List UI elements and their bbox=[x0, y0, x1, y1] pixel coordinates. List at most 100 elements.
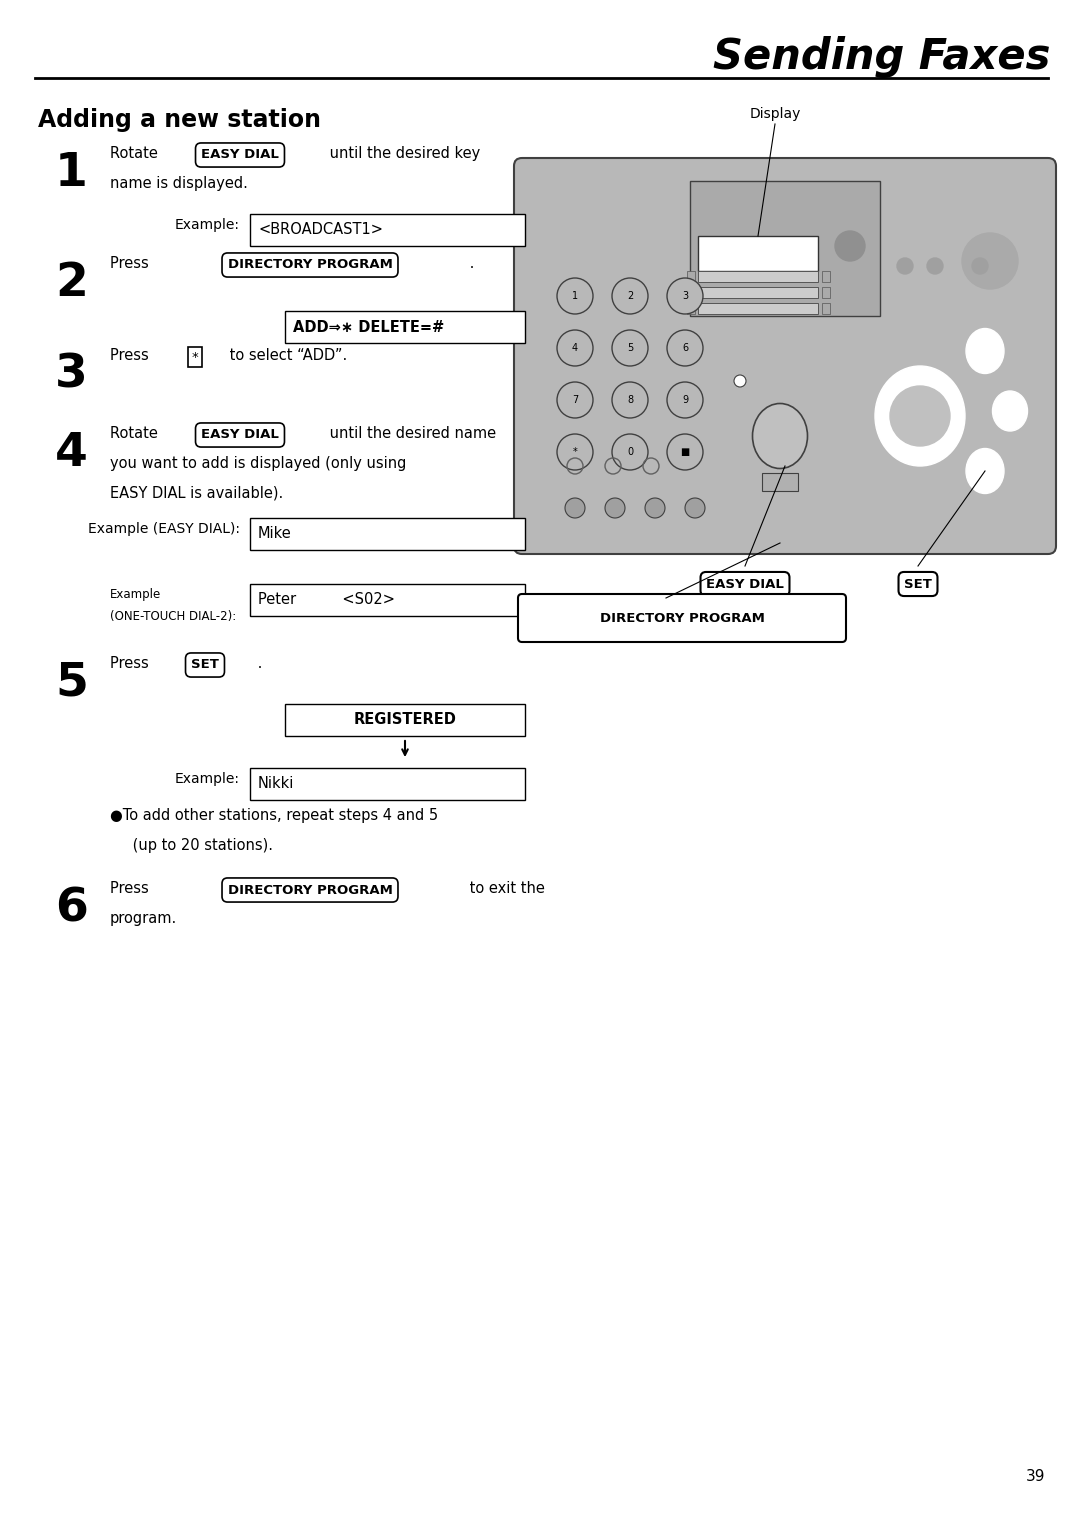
Bar bbox=[687, 272, 696, 282]
Text: REGISTERED: REGISTERED bbox=[353, 713, 457, 728]
Circle shape bbox=[685, 497, 705, 517]
Text: Rotate: Rotate bbox=[110, 146, 162, 162]
Text: .: . bbox=[465, 256, 474, 272]
Circle shape bbox=[605, 497, 625, 517]
Text: SET: SET bbox=[191, 659, 219, 671]
Text: 2: 2 bbox=[626, 291, 633, 301]
Ellipse shape bbox=[993, 391, 1027, 430]
Circle shape bbox=[557, 382, 593, 418]
Circle shape bbox=[557, 433, 593, 470]
Text: name is displayed.: name is displayed. bbox=[110, 175, 248, 191]
Text: Sending Faxes: Sending Faxes bbox=[713, 37, 1050, 78]
Bar bbox=[285, 311, 525, 343]
Text: (ONE-TOUCH DIAL-2):: (ONE-TOUCH DIAL-2): bbox=[110, 610, 237, 623]
Bar bbox=[762, 473, 798, 491]
Text: Example:: Example: bbox=[175, 772, 240, 786]
Text: Press: Press bbox=[110, 656, 153, 671]
Text: 1: 1 bbox=[55, 151, 87, 195]
Bar bbox=[822, 287, 831, 298]
Text: DIRECTORY PROGRAM: DIRECTORY PROGRAM bbox=[228, 258, 392, 272]
FancyBboxPatch shape bbox=[690, 182, 880, 316]
Text: 0: 0 bbox=[626, 447, 633, 456]
Text: 7: 7 bbox=[572, 395, 578, 404]
Text: 6: 6 bbox=[55, 887, 87, 931]
Text: ■: ■ bbox=[680, 447, 690, 456]
FancyBboxPatch shape bbox=[518, 594, 846, 642]
Text: 39: 39 bbox=[1026, 1470, 1045, 1483]
Text: 1: 1 bbox=[572, 291, 578, 301]
Circle shape bbox=[927, 258, 943, 275]
Circle shape bbox=[835, 230, 865, 261]
Circle shape bbox=[667, 382, 703, 418]
Circle shape bbox=[612, 433, 648, 470]
Text: 5: 5 bbox=[626, 343, 633, 353]
Circle shape bbox=[565, 497, 585, 517]
Ellipse shape bbox=[875, 366, 966, 465]
Circle shape bbox=[557, 330, 593, 366]
Bar bbox=[687, 287, 696, 298]
Text: to select “ADD”.: to select “ADD”. bbox=[225, 348, 348, 363]
Text: (up to 20 stations).: (up to 20 stations). bbox=[129, 838, 273, 853]
Text: program.: program. bbox=[110, 911, 177, 926]
Text: 6: 6 bbox=[681, 343, 688, 353]
Text: Press: Press bbox=[110, 256, 153, 272]
Text: Press: Press bbox=[110, 881, 153, 896]
Text: to exit the: to exit the bbox=[465, 881, 545, 896]
Bar bbox=[698, 287, 818, 298]
Bar bbox=[249, 768, 525, 800]
Circle shape bbox=[890, 386, 950, 446]
Circle shape bbox=[667, 330, 703, 366]
Text: ●To add other stations, repeat steps 4 and 5: ●To add other stations, repeat steps 4 a… bbox=[110, 807, 438, 823]
Text: you want to add is displayed (only using: you want to add is displayed (only using bbox=[110, 456, 406, 472]
Bar bbox=[822, 272, 831, 282]
Text: SET: SET bbox=[904, 577, 932, 591]
Ellipse shape bbox=[753, 403, 808, 468]
Text: Nikki: Nikki bbox=[258, 777, 295, 792]
Text: until the desired key: until the desired key bbox=[325, 146, 481, 162]
Ellipse shape bbox=[966, 449, 1004, 493]
Text: Example (EASY DIAL):: Example (EASY DIAL): bbox=[87, 522, 240, 536]
Text: EASY DIAL is available).: EASY DIAL is available). bbox=[110, 485, 283, 501]
Circle shape bbox=[962, 233, 1018, 288]
Bar bbox=[698, 237, 818, 272]
Circle shape bbox=[612, 330, 648, 366]
Text: ADD⇒∗ DELETE=#: ADD⇒∗ DELETE=# bbox=[293, 319, 444, 334]
Bar bbox=[285, 703, 525, 736]
Bar bbox=[249, 517, 525, 549]
Circle shape bbox=[612, 278, 648, 314]
Text: Press: Press bbox=[110, 348, 153, 363]
Text: EASY DIAL: EASY DIAL bbox=[706, 577, 784, 591]
Bar bbox=[698, 272, 818, 282]
Text: 3: 3 bbox=[55, 353, 87, 398]
Bar bbox=[822, 304, 831, 314]
Text: 8: 8 bbox=[626, 395, 633, 404]
Ellipse shape bbox=[966, 328, 1004, 374]
Text: EASY DIAL: EASY DIAL bbox=[201, 148, 279, 162]
Text: 2: 2 bbox=[55, 261, 87, 307]
Text: .: . bbox=[253, 656, 262, 671]
Circle shape bbox=[645, 497, 665, 517]
Text: DIRECTORY PROGRAM: DIRECTORY PROGRAM bbox=[228, 884, 392, 896]
Text: Peter          <S02>: Peter <S02> bbox=[258, 592, 395, 607]
Text: until the desired name: until the desired name bbox=[325, 426, 496, 441]
Circle shape bbox=[897, 258, 913, 275]
Text: 5: 5 bbox=[55, 661, 87, 707]
Text: Example:: Example: bbox=[175, 218, 240, 232]
FancyBboxPatch shape bbox=[514, 159, 1056, 554]
Text: Example: Example bbox=[110, 588, 161, 601]
Circle shape bbox=[667, 278, 703, 314]
Bar bbox=[698, 304, 818, 314]
Text: 3: 3 bbox=[681, 291, 688, 301]
Text: 9: 9 bbox=[681, 395, 688, 404]
Bar bbox=[687, 304, 696, 314]
Bar bbox=[249, 584, 525, 617]
Text: Adding a new station: Adding a new station bbox=[38, 108, 321, 133]
Text: *: * bbox=[572, 447, 578, 456]
Text: DIRECTORY PROGRAM: DIRECTORY PROGRAM bbox=[599, 612, 765, 624]
Circle shape bbox=[557, 278, 593, 314]
Text: 4: 4 bbox=[572, 343, 578, 353]
Text: Display: Display bbox=[750, 107, 800, 121]
Text: 4: 4 bbox=[55, 430, 87, 476]
Circle shape bbox=[972, 258, 988, 275]
Text: *: * bbox=[191, 351, 199, 363]
